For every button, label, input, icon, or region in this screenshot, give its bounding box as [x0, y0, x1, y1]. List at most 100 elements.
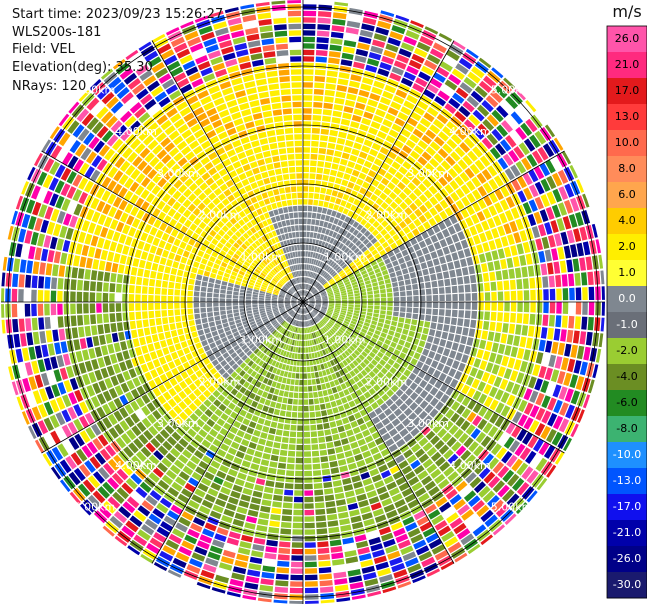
gate-cell — [281, 328, 286, 334]
gate-cell — [312, 385, 317, 392]
gate-cell — [368, 341, 376, 347]
gate-cell — [347, 14, 362, 22]
gate-cell — [285, 364, 290, 371]
gate-cell — [188, 402, 198, 412]
gate-cell — [267, 286, 274, 291]
gate-cell — [124, 265, 132, 275]
gate-cell — [252, 297, 258, 300]
gate-cell — [322, 303, 328, 305]
gate-cell — [465, 424, 476, 436]
gate-cell — [288, 160, 295, 167]
gate-cell — [206, 297, 213, 302]
gate-cell — [220, 556, 234, 565]
gate-cell — [275, 573, 289, 580]
gate-cell — [178, 401, 188, 410]
gate-cell — [128, 442, 139, 454]
gate-cell — [122, 501, 136, 514]
gate-cell — [258, 302, 265, 305]
gate-cell — [241, 460, 251, 468]
gate-cell — [306, 360, 310, 366]
gate-cell — [109, 283, 116, 293]
gate-cell — [242, 373, 250, 380]
gate-cell — [198, 384, 207, 393]
gate-cell — [271, 337, 277, 344]
gate-cell — [272, 306, 278, 309]
gate-cell — [160, 340, 167, 348]
gate-cell — [439, 302, 445, 309]
gate-cell — [331, 373, 337, 380]
gate-cell — [254, 395, 261, 402]
gate-cell — [304, 561, 317, 568]
gate-cell — [143, 429, 154, 441]
gate-cell — [280, 161, 288, 168]
gate-cell — [331, 316, 337, 321]
gate-cell — [334, 492, 345, 500]
gate-cell — [303, 431, 311, 438]
gate-cell — [304, 535, 316, 542]
gate-cell — [42, 174, 54, 189]
gate-cell — [233, 291, 239, 296]
gate-cell — [452, 458, 463, 470]
gate-cell — [91, 396, 101, 408]
gate-cell — [474, 329, 482, 339]
gate-cell — [187, 308, 194, 315]
gate-cell — [295, 160, 302, 166]
gate-cell — [256, 125, 266, 133]
gate-cell — [332, 326, 338, 332]
gate-cell — [329, 539, 342, 547]
gate-cell — [271, 319, 277, 325]
gate-cell — [358, 553, 372, 562]
gate-cell — [523, 302, 530, 313]
gate-cell — [356, 417, 365, 426]
gate-cell — [287, 309, 293, 313]
gate-cell — [90, 197, 100, 210]
gate-cell — [242, 418, 251, 426]
gate-cell — [445, 302, 452, 309]
gate-cell — [263, 559, 276, 566]
gate-cell — [166, 338, 174, 346]
gate-cell — [308, 327, 312, 333]
gate-cell — [31, 317, 38, 331]
gate-cell — [277, 348, 282, 355]
gate-cell — [395, 533, 409, 543]
gate-cell — [288, 317, 293, 323]
gate-cell — [446, 357, 454, 367]
gate-cell — [260, 327, 267, 332]
gate-cell — [303, 199, 308, 205]
gate-cell — [512, 477, 525, 492]
gate-cell — [216, 324, 223, 330]
gate-cell — [305, 257, 308, 264]
gate-cell — [418, 340, 426, 348]
gate-cell — [388, 428, 398, 437]
gate-cell — [292, 326, 295, 332]
gate-cell — [330, 31, 344, 39]
gate-cell — [271, 329, 277, 335]
gate-cell — [78, 162, 90, 176]
gate-cell — [291, 300, 297, 302]
gate-cell — [225, 268, 232, 274]
gate-cell — [183, 396, 192, 406]
gate-cell — [294, 306, 299, 311]
gate-cell — [75, 243, 83, 255]
gate-cell — [166, 259, 173, 267]
gate-cell — [83, 314, 90, 325]
gate-cell — [198, 505, 211, 515]
gate-cell — [497, 484, 510, 498]
gate-cell — [225, 474, 236, 483]
gate-cell — [238, 172, 247, 181]
gate-cell — [105, 444, 117, 457]
gate-cell — [292, 95, 302, 101]
gate-cell — [304, 444, 311, 451]
gate-cell — [290, 574, 303, 581]
gate-cell — [79, 401, 89, 414]
gate-cell — [280, 290, 286, 295]
gate-cell — [246, 87, 257, 95]
gate-cell — [469, 367, 478, 377]
gate-cell — [294, 313, 298, 319]
gate-cell — [315, 345, 319, 351]
gate-cell — [304, 464, 312, 470]
gate-cell — [303, 127, 311, 134]
gate-cell — [345, 330, 352, 336]
gate-cell — [251, 415, 259, 423]
gate-cell — [468, 441, 479, 453]
